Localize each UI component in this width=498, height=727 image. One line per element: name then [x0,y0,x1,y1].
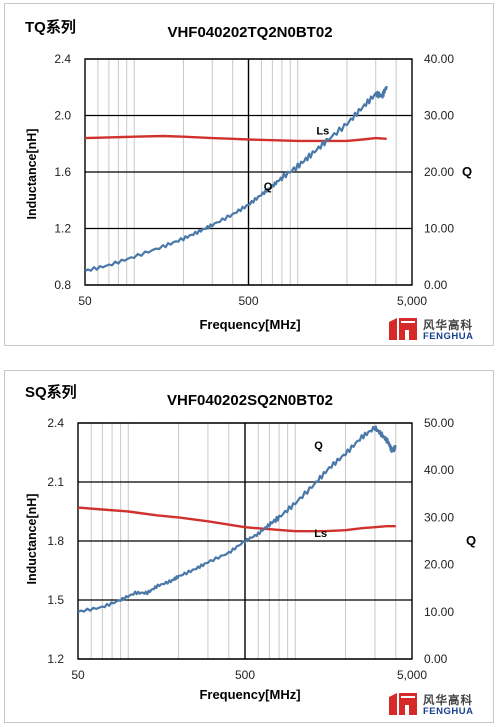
y2-tick-label: 30.00 [424,109,454,123]
y2-tick-label: 10.00 [424,222,454,236]
fenghua-logo-icon [389,693,417,715]
x-axis-label: Frequency[MHz] [199,687,301,702]
y2-tick-label: 20.00 [424,165,454,179]
plot-frame [77,422,413,660]
x-tick-label: 500 [238,294,258,308]
y2-tick-label: 50.00 [424,416,454,430]
y2-tick-label: 0.00 [424,652,448,666]
x-tick-label: 5,000 [397,294,427,308]
series-tag: SQ系列 [25,384,77,401]
tq-chart-svg: 50 500 5,000 0.8 1.2 1.6 2.0 2.4 0.00 10.00 20.00 3… [54,52,454,308]
x-tick-label: 50 [71,668,85,682]
y2-tick-label: 10.00 [424,605,454,619]
x-tick-label: 500 [235,668,255,682]
x-axis-label: Frequency[MHz] [199,317,301,332]
ls-series-label: Ls [314,528,327,540]
chart-title: VHF040202TQ2N0BT02 [167,24,333,41]
y2-axis-label: Q [462,164,473,179]
logo-text-en: FENGHUA [423,331,474,342]
y2-tick-label: 20.00 [424,558,454,572]
y-tick-label: 1.2 [47,652,64,666]
y-tick-label: 2.4 [54,52,71,66]
y2-axis-label: Q [466,533,477,548]
series-line-q [84,85,388,272]
fenghua-logo-icon [389,318,417,340]
fenghua-logo: 风华高科 FENGHUA [387,316,487,344]
x-tick-label: 50 [78,294,92,308]
series-tag: TQ系列 [25,19,76,36]
q-series-label: Q [314,440,323,452]
tq-series-chart-panel: TQ系列 VHF040202TQ2N0BT02 Inductance[nH] Q… [4,3,494,346]
logo-text-cn: 风华高科 [423,695,473,707]
series-line-ls [77,506,396,533]
y2-tick-label: 0.00 [424,278,448,292]
chart-title: VHF040202SQ2N0BT02 [167,392,333,409]
fenghua-logo: 风华高科 FENGHUA [387,691,487,719]
y-tick-label: 1.8 [47,534,64,548]
ls-series-label: Ls [316,126,329,138]
y-tick-label: 1.6 [54,165,71,179]
y-tick-label: 0.8 [54,278,71,292]
y-tick-label: 1.5 [47,593,64,607]
y-tick-label: 1.2 [54,222,71,236]
series-line-ls [84,134,387,143]
y-tick-label: 2.4 [47,416,64,430]
sq-chart-svg: 50 500 5,000 1.2 1.5 1.8 2.1 2.4 0.00 10.00 20.00 3… [47,416,454,682]
y-tick-label: 2.1 [47,475,64,489]
y2-tick-label: 40.00 [424,52,454,66]
plot-frame [84,58,413,286]
y2-tick-label: 30.00 [424,510,454,524]
y-tick-label: 2.0 [54,109,71,123]
q-series-label: Q [264,181,273,193]
x-tick-label: 5,000 [397,668,427,682]
series-line-q [77,425,397,613]
y2-tick-label: 40.00 [424,463,454,477]
logo-text-cn: 风华高科 [423,320,473,332]
sq-series-chart-panel: SQ系列 VHF040202SQ2N0BT02 Inductance[nH] Q… [4,370,494,723]
logo-text-en: FENGHUA [423,706,474,717]
